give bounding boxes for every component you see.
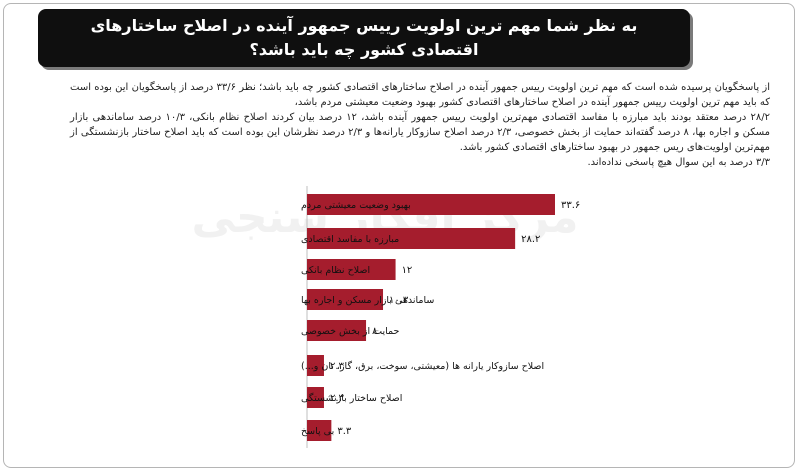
category-label: بی پاسخ (301, 426, 334, 437)
category-label: مبارزه با مفاسد اقتصادی (301, 234, 399, 245)
description-paragraph-2: ۲۸/۲ درصد معتقد بودند باید مبارزه با مفا… (70, 112, 771, 153)
value-label: ۱۰.۳ (389, 295, 409, 306)
bar (307, 289, 384, 310)
bar (307, 320, 367, 341)
category-label: اصلاح سازوکار یارانه ها (معیشتی، سوخت، ب… (301, 360, 544, 372)
value-label: ۳.۳ (337, 426, 352, 437)
value-label: ۳۳.۶ (561, 200, 580, 211)
category-label: حمایت از بخش خصوصی (301, 326, 400, 337)
value-label: ۸ (372, 326, 378, 337)
bar (307, 228, 516, 249)
bar (307, 194, 555, 215)
category-label: ساماندهی بازار مسکن و اجاره بها (301, 295, 434, 306)
description-paragraph-1: از پاسخگویان پرسیده شده است که مهم ترین … (70, 82, 770, 108)
category-label: بهبود وضعیت معیشتی مردم (301, 200, 411, 211)
bar (307, 387, 324, 408)
chart-frame (3, 3, 795, 468)
description-paragraph-3: ۳/۳ درصد به این سوال هیچ پاسخی نداده‌اند… (587, 157, 770, 168)
chart-title: به نظر شما مهم ترین اولویت رییس جمهور آی… (38, 9, 690, 67)
category-label: اصلاح ساختار بازنشستگی (301, 392, 402, 404)
value-label: ۱۲ (402, 265, 413, 276)
value-label: ۲۸.۲ (521, 234, 540, 245)
bar (307, 355, 324, 376)
bar (307, 259, 396, 280)
value-label: ۲.۳ (330, 393, 345, 404)
bar (307, 420, 332, 441)
description-text: از پاسخگویان پرسیده شده است که مهم ترین … (70, 80, 770, 170)
value-label: ۲.۳ (330, 361, 345, 372)
category-label: اصلاح نظام بانکی (301, 265, 370, 276)
